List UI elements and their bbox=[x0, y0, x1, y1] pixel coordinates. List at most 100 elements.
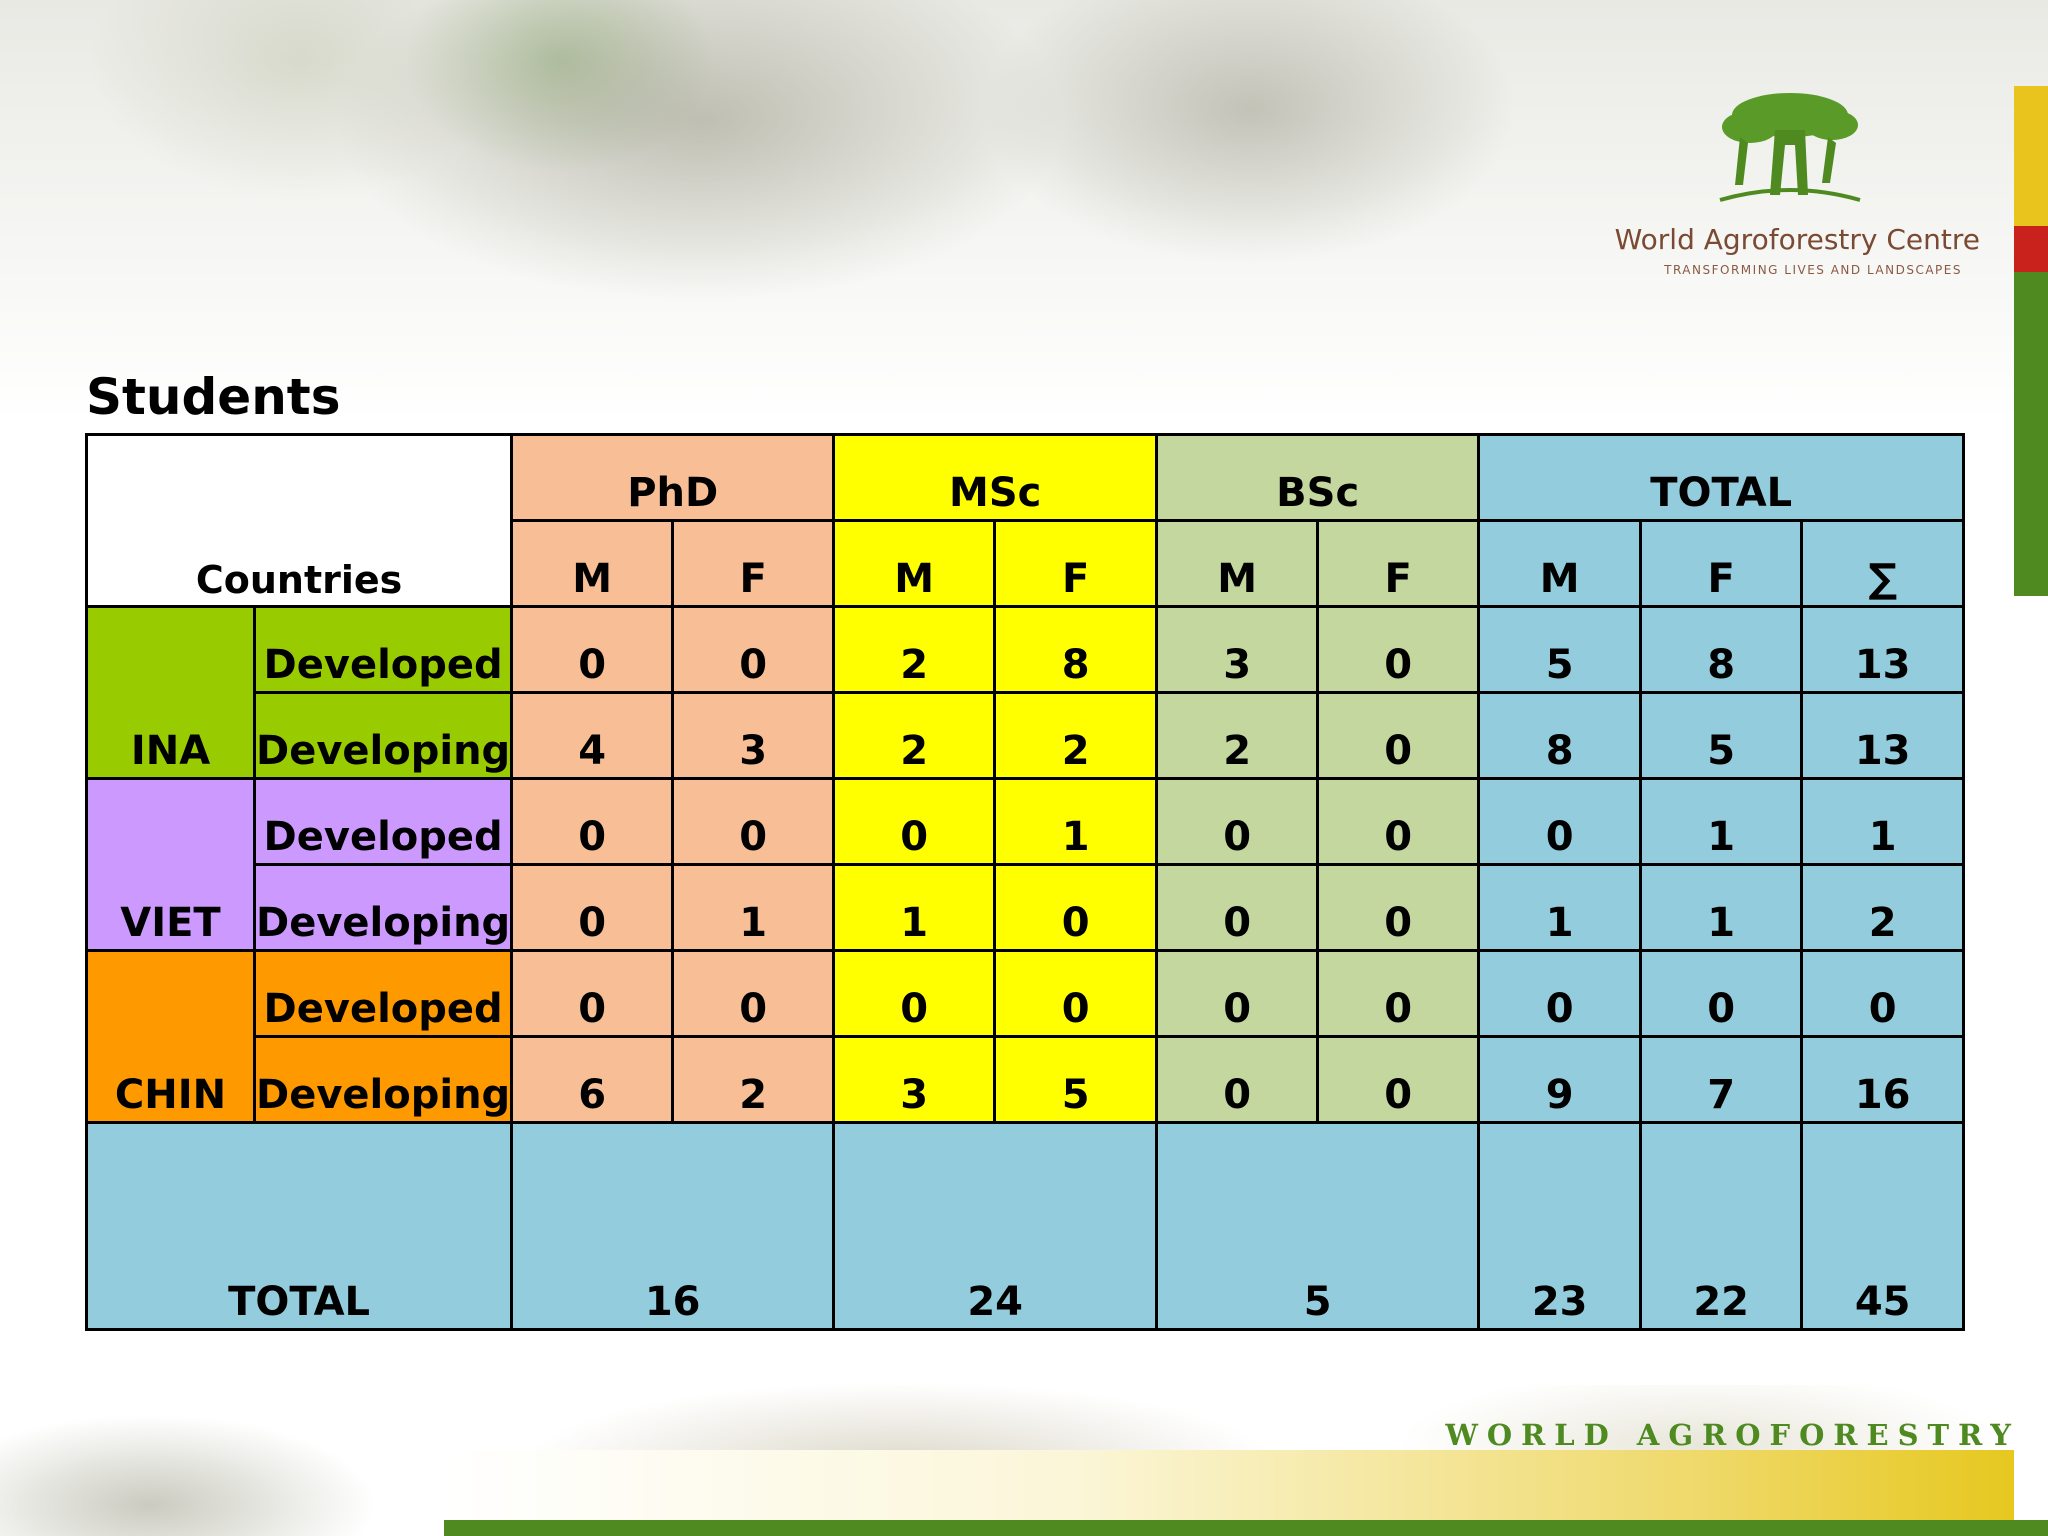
page-title: Students bbox=[86, 368, 341, 426]
sub-header-sum: ∑ bbox=[1800, 519, 1966, 608]
row-type: Developed bbox=[252, 777, 514, 866]
side-bar-red bbox=[2014, 226, 2048, 272]
sub-header-f: F bbox=[993, 519, 1159, 608]
logo: World Agroforestry Centre TRANSFORMING L… bbox=[1600, 75, 1980, 285]
logo-title: World Agroforestry Centre bbox=[1614, 223, 1980, 256]
table-row: Developing 6 2 3 5 0 0 9 7 16 bbox=[87, 1035, 1966, 1124]
total-m: 23 bbox=[1477, 1121, 1643, 1331]
cell-value: 0 bbox=[1316, 777, 1481, 866]
table-row: INA Developed 0 0 2 8 3 0 5 8 13 bbox=[85, 605, 1966, 780]
country-cell-chin: CHIN bbox=[85, 949, 256, 1124]
footer-line bbox=[444, 1520, 2048, 1536]
cell-value: 13 bbox=[1800, 691, 1966, 780]
cell-value: 5 bbox=[1639, 691, 1804, 780]
cell-value: 0 bbox=[1316, 691, 1481, 780]
cell-value: 1 bbox=[1639, 777, 1804, 866]
group-header-phd: PhD bbox=[510, 433, 836, 522]
country-cell-ina: INA bbox=[85, 605, 256, 780]
row-type: Developed bbox=[252, 949, 514, 1038]
cell-value: 7 bbox=[1639, 1035, 1804, 1124]
side-bar-yellow bbox=[2014, 86, 2048, 226]
cell-value: 0 bbox=[1477, 949, 1643, 1038]
total-label: TOTAL bbox=[84, 1121, 514, 1331]
cell-value: 0 bbox=[510, 863, 675, 952]
cell-value: 0 bbox=[993, 949, 1159, 1038]
cell-value: 0 bbox=[1316, 605, 1481, 694]
cell-value: 3 bbox=[832, 1035, 997, 1124]
sub-header-f: F bbox=[671, 519, 836, 608]
cell-value: 0 bbox=[832, 949, 997, 1038]
students-table: Countries PhD MSc BSc TOTAL M F M F M F … bbox=[84, 433, 1966, 1331]
group-header-msc: MSc bbox=[832, 433, 1159, 522]
cell-value: 2 bbox=[1155, 691, 1320, 780]
header-row-groups: Countries PhD MSc BSc TOTAL bbox=[84, 433, 1966, 608]
total-phd: 16 bbox=[510, 1121, 836, 1331]
cell-value: 8 bbox=[1477, 691, 1643, 780]
cell-value: 0 bbox=[671, 605, 836, 694]
cell-value: 0 bbox=[1316, 863, 1481, 952]
side-bar-green bbox=[2014, 272, 2048, 596]
cell-value: 0 bbox=[510, 605, 675, 694]
cell-value: 1 bbox=[832, 863, 997, 952]
total-row: TOTAL 16 24 5 23 22 45 bbox=[84, 1121, 1966, 1331]
total-msc: 24 bbox=[832, 1121, 1159, 1331]
countries-header: Countries bbox=[84, 433, 514, 608]
background-photo bbox=[0, 0, 2048, 420]
cell-value: 0 bbox=[1155, 863, 1320, 952]
table-row: Developing 0 1 1 0 0 0 1 1 2 bbox=[87, 863, 1966, 952]
cell-value: 1 bbox=[1639, 863, 1804, 952]
cell-value: 16 bbox=[1800, 1035, 1966, 1124]
cell-value: 0 bbox=[993, 863, 1159, 952]
cell-value: 0 bbox=[671, 949, 836, 1038]
sub-header-m: M bbox=[1477, 519, 1643, 608]
cell-value: 1 bbox=[993, 777, 1159, 866]
cell-value: 8 bbox=[1639, 605, 1804, 694]
cell-value: 2 bbox=[993, 691, 1159, 780]
cell-value: 0 bbox=[510, 949, 675, 1038]
header-row-sub: M F M F M F M F ∑ bbox=[87, 519, 1966, 608]
sub-header-f: F bbox=[1316, 519, 1481, 608]
cell-value: 2 bbox=[1800, 863, 1966, 952]
table-row: CHIN Developed 0 0 0 0 0 0 0 0 0 bbox=[85, 949, 1966, 1124]
row-type: Developing bbox=[252, 863, 514, 952]
group-header-total: TOTAL bbox=[1477, 433, 1966, 522]
cell-value: 2 bbox=[832, 605, 997, 694]
cell-value: 0 bbox=[671, 777, 836, 866]
cell-value: 5 bbox=[993, 1035, 1159, 1124]
total-sum: 45 bbox=[1800, 1121, 1966, 1331]
group-header-bsc: BSc bbox=[1155, 433, 1481, 522]
cell-value: 0 bbox=[1477, 777, 1643, 866]
cell-value: 0 bbox=[1316, 949, 1481, 1038]
logo-tagline: TRANSFORMING LIVES AND LANDSCAPES bbox=[1664, 263, 1962, 277]
total-f: 22 bbox=[1639, 1121, 1804, 1331]
table-row: Developing 4 3 2 2 2 0 8 5 13 bbox=[87, 691, 1966, 780]
cell-value: 6 bbox=[510, 1035, 675, 1124]
cell-value: 8 bbox=[993, 605, 1159, 694]
cell-value: 1 bbox=[671, 863, 836, 952]
cell-value: 2 bbox=[832, 691, 997, 780]
country-cell-viet: VIET bbox=[85, 777, 256, 952]
cell-value: 0 bbox=[832, 777, 997, 866]
cell-value: 4 bbox=[510, 691, 675, 780]
cell-value: 1 bbox=[1477, 863, 1643, 952]
cell-value: 5 bbox=[1477, 605, 1643, 694]
cell-value: 0 bbox=[1155, 777, 1320, 866]
cell-value: 0 bbox=[1155, 949, 1320, 1038]
cell-value: 3 bbox=[671, 691, 836, 780]
cell-value: 3 bbox=[1155, 605, 1320, 694]
row-type: Developing bbox=[252, 1035, 514, 1124]
footer-band bbox=[444, 1450, 2014, 1520]
cell-value: 13 bbox=[1800, 605, 1966, 694]
cell-value: 0 bbox=[1639, 949, 1804, 1038]
cell-value: 1 bbox=[1800, 777, 1966, 866]
row-type: Developing bbox=[252, 691, 514, 780]
cell-value: 0 bbox=[1316, 1035, 1481, 1124]
sub-header-m: M bbox=[510, 519, 675, 608]
cell-value: 2 bbox=[671, 1035, 836, 1124]
cell-value: 0 bbox=[1800, 949, 1966, 1038]
sub-header-f: F bbox=[1639, 519, 1804, 608]
sub-header-m: M bbox=[832, 519, 997, 608]
cell-value: 0 bbox=[1155, 1035, 1320, 1124]
row-type: Developed bbox=[252, 605, 514, 694]
cell-value: 9 bbox=[1477, 1035, 1643, 1124]
